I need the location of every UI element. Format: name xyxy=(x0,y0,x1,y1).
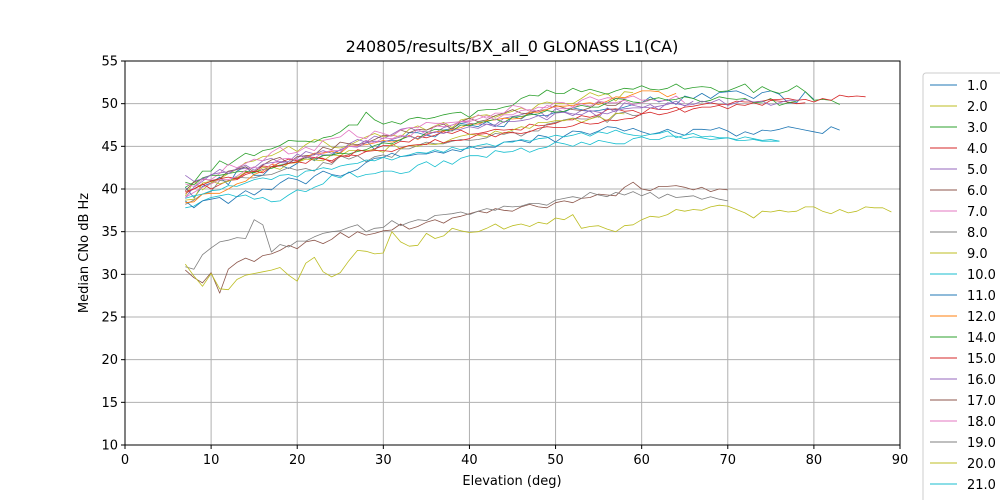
y-tick-label: 45 xyxy=(101,140,118,155)
x-tick-label: 0 xyxy=(121,453,129,468)
y-tick-label: 15 xyxy=(101,396,118,411)
legend-label: 7.0 xyxy=(967,205,988,220)
x-tick-label: 90 xyxy=(892,453,909,468)
y-tick-label: 50 xyxy=(101,97,118,112)
y-axis-ticks: 10 15 20 25 30 35 40 45 50 55 xyxy=(101,55,125,454)
series-line-2-0 xyxy=(184,91,634,197)
plot-area xyxy=(184,83,892,294)
legend-label: 2.0 xyxy=(967,100,988,115)
y-tick-label: 25 xyxy=(101,311,118,326)
legend-box xyxy=(922,72,1000,500)
legend-label: 18.0 xyxy=(967,415,996,430)
x-tick-label: 60 xyxy=(633,453,650,468)
series-line-19-0 xyxy=(185,191,728,270)
legend-label: 9.0 xyxy=(967,247,988,262)
x-tick-label: 40 xyxy=(461,453,478,468)
y-tick-label: 40 xyxy=(101,183,118,198)
legend-label: 15.0 xyxy=(967,352,996,367)
x-tick-label: 30 xyxy=(375,453,392,468)
legend-label: 20.0 xyxy=(967,457,996,472)
y-tick-label: 35 xyxy=(101,225,118,240)
x-axis-label: Elevation (deg) xyxy=(462,474,561,489)
x-tick-label: 70 xyxy=(720,453,737,468)
series-line-10-0 xyxy=(185,135,780,209)
legend-label: 11.0 xyxy=(967,289,996,304)
legend-label: 8.0 xyxy=(967,226,988,241)
y-tick-label: 55 xyxy=(101,55,118,70)
series-line-7-0 xyxy=(185,95,685,187)
legend-label: 19.0 xyxy=(967,436,996,451)
y-tick-label: 20 xyxy=(101,353,118,368)
series-line-20-0 xyxy=(184,204,892,291)
legend-label: 10.0 xyxy=(967,268,996,283)
legend-label: 16.0 xyxy=(967,373,996,388)
series-line-1-0 xyxy=(184,90,815,198)
legend-label: 6.0 xyxy=(967,184,988,199)
legend-label: 17.0 xyxy=(967,394,996,409)
y-axis-label: Median CNo dB Hz xyxy=(77,193,92,313)
x-tick-label: 50 xyxy=(547,453,564,468)
series-line-15-0 xyxy=(185,94,866,192)
chart-title: 240805/results/BX_all_0 GLONASS L1(CA) xyxy=(346,37,679,57)
x-tick-label: 80 xyxy=(806,453,823,468)
legend-label: 14.0 xyxy=(967,331,996,346)
series-line-5-0 xyxy=(184,100,694,198)
legend-label: 5.0 xyxy=(967,163,988,178)
legend-label: 21.0 xyxy=(967,478,996,493)
legend-label: 4.0 xyxy=(967,142,988,157)
series-line-18-0 xyxy=(185,99,651,198)
legend-label: 12.0 xyxy=(967,310,996,325)
axes-frame xyxy=(124,60,901,446)
x-axis-ticks: 0 10 20 30 40 50 60 70 80 90 xyxy=(121,445,908,468)
series-line-17-0 xyxy=(185,181,728,294)
x-tick-label: 20 xyxy=(289,453,306,468)
legend: 1.0 2.0 3.0 4.0 5.0 6.0 7.0 8.0 9.0 10.0 11.0 12.0 1… xyxy=(922,72,1000,500)
series-line-8-0 xyxy=(185,111,642,205)
series-line-4-0 xyxy=(185,99,806,194)
legend-label: 1.0 xyxy=(967,79,988,94)
series-line-11-0 xyxy=(185,126,840,209)
legend-label: 3.0 xyxy=(967,121,988,136)
series-line-21-0 xyxy=(185,129,780,199)
x-tick-label: 10 xyxy=(203,453,220,468)
series-line-16-0 xyxy=(185,99,797,182)
y-tick-label: 10 xyxy=(101,439,118,454)
series-line-9-0 xyxy=(185,112,625,201)
y-tick-label: 30 xyxy=(101,268,118,283)
